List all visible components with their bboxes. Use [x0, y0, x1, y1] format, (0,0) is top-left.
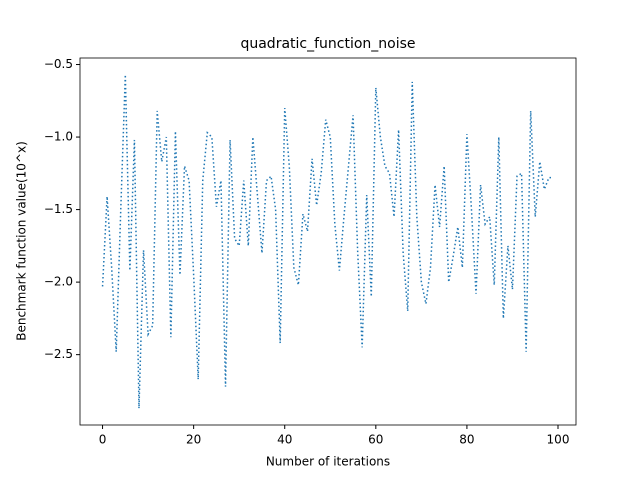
data-line	[101, 74, 554, 409]
x-tick-label: 40	[277, 433, 292, 447]
x-tick-label: 100	[547, 433, 570, 447]
x-tick-label: 20	[186, 433, 201, 447]
chart-title: quadratic_function_noise	[240, 36, 415, 52]
x-tick-label: 60	[368, 433, 383, 447]
y-axis-label: Benchmark function value(10^x)	[15, 141, 29, 341]
y-tick-label: −0.5	[44, 57, 73, 71]
y-tick-label: −2.0	[44, 275, 73, 289]
plot-frame	[79, 57, 577, 426]
x-axis-label: Number of iterations	[266, 455, 390, 469]
y-tick-label: −1.0	[44, 130, 73, 144]
x-tick-label: 80	[459, 433, 474, 447]
y-tick-label: −2.5	[44, 347, 73, 361]
x-tick-label: 0	[99, 433, 107, 447]
y-tick-label: −1.5	[44, 202, 73, 216]
